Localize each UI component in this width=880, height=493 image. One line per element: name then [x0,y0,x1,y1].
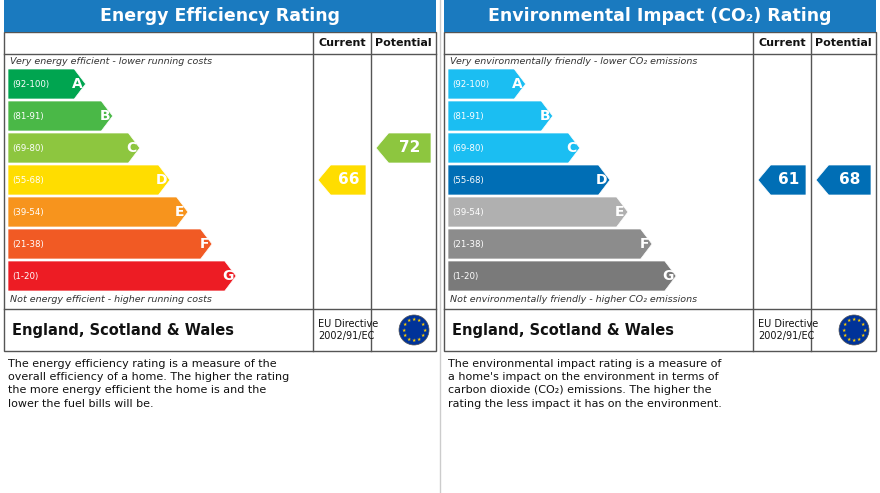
Text: ★: ★ [847,337,851,342]
Polygon shape [8,261,236,291]
Text: ★: ★ [861,333,865,338]
Text: ★: ★ [843,333,847,338]
Bar [4,0,436,32]
Text: ★: ★ [847,318,851,323]
Text: (1-20): (1-20) [452,272,478,281]
Polygon shape [8,165,170,195]
Text: (39-54): (39-54) [12,208,44,216]
Text: ★: ★ [841,327,846,332]
Text: ★: ★ [421,333,425,338]
Text: E: E [615,205,625,219]
Text: ★: ★ [421,322,425,327]
Polygon shape [8,133,140,163]
Polygon shape [448,165,610,195]
Text: England, Scotland & Wales: England, Scotland & Wales [452,322,674,338]
Text: (92-100): (92-100) [452,79,489,89]
Text: Not environmentally friendly - higher CO₂ emissions: Not environmentally friendly - higher CO… [450,295,697,304]
Polygon shape [318,165,366,195]
Circle shape [399,315,429,345]
Bar [444,0,876,32]
Text: (39-54): (39-54) [452,208,484,216]
Text: Very energy efficient - lower running costs: Very energy efficient - lower running co… [10,57,212,66]
Text: (55-68): (55-68) [452,176,484,184]
Polygon shape [8,69,85,99]
Polygon shape [8,101,113,131]
Text: C: C [127,141,137,155]
Text: ★: ★ [422,327,427,332]
Text: ★: ★ [407,337,411,342]
Text: (1-20): (1-20) [12,272,38,281]
Text: ★: ★ [857,318,862,323]
Text: Current: Current [319,38,366,48]
Text: ★: ★ [412,317,416,322]
Text: 66: 66 [338,173,359,187]
Text: (69-80): (69-80) [452,143,484,152]
Text: Energy Efficiency Rating: Energy Efficiency Rating [100,7,340,25]
Polygon shape [8,197,188,227]
Text: (81-91): (81-91) [452,111,484,120]
Text: D: D [596,173,608,187]
Text: ★: ★ [412,338,416,343]
Text: England, Scotland & Wales: England, Scotland & Wales [12,322,234,338]
Polygon shape [448,261,676,291]
Text: G: G [663,269,674,283]
Text: ★: ★ [861,322,865,327]
Text: C: C [567,141,577,155]
Text: Potential: Potential [375,38,432,48]
Polygon shape [376,133,431,163]
Text: (92-100): (92-100) [12,79,49,89]
Text: B: B [539,109,550,123]
Bar [444,32,876,351]
Text: Current: Current [759,38,806,48]
Text: ★: ★ [417,318,422,323]
Text: ★: ★ [401,327,406,332]
Text: Not energy efficient - higher running costs: Not energy efficient - higher running co… [10,295,212,304]
Polygon shape [448,101,553,131]
Polygon shape [758,165,806,195]
Text: (21-38): (21-38) [452,240,484,248]
Text: (69-80): (69-80) [12,143,44,152]
Polygon shape [448,69,525,99]
Text: (21-38): (21-38) [12,240,44,248]
Text: Environmental Impact (CO₂) Rating: Environmental Impact (CO₂) Rating [488,7,832,25]
Text: A: A [72,77,83,91]
Text: G: G [223,269,234,283]
Circle shape [839,315,869,345]
Bar [4,32,436,351]
Text: Potential: Potential [815,38,872,48]
Text: The environmental impact rating is a measure of
a home's impact on the environme: The environmental impact rating is a mea… [448,359,722,409]
Text: D: D [156,173,168,187]
Text: ★: ★ [862,327,867,332]
Text: F: F [639,237,649,251]
Text: ★: ★ [857,337,862,342]
Polygon shape [816,165,871,195]
Polygon shape [448,197,628,227]
Polygon shape [8,229,212,259]
Polygon shape [448,229,652,259]
Text: The energy efficiency rating is a measure of the
overall efficiency of a home. T: The energy efficiency rating is a measur… [8,359,290,409]
Polygon shape [448,133,580,163]
Text: ★: ★ [843,322,847,327]
Text: (55-68): (55-68) [12,176,44,184]
Text: A: A [512,77,523,91]
Text: (81-91): (81-91) [12,111,44,120]
Text: F: F [199,237,209,251]
Text: EU Directive
2002/91/EC: EU Directive 2002/91/EC [758,319,818,341]
Text: B: B [99,109,110,123]
Text: 68: 68 [840,173,861,187]
Text: E: E [175,205,185,219]
Text: 72: 72 [400,141,421,155]
Text: ★: ★ [852,338,856,343]
Text: EU Directive
2002/91/EC: EU Directive 2002/91/EC [318,319,378,341]
Text: ★: ★ [417,337,422,342]
Text: ★: ★ [852,317,856,322]
Text: ★: ★ [403,333,407,338]
Text: 61: 61 [778,173,799,187]
Text: ★: ★ [407,318,411,323]
Text: Very environmentally friendly - lower CO₂ emissions: Very environmentally friendly - lower CO… [450,57,697,66]
Text: ★: ★ [403,322,407,327]
